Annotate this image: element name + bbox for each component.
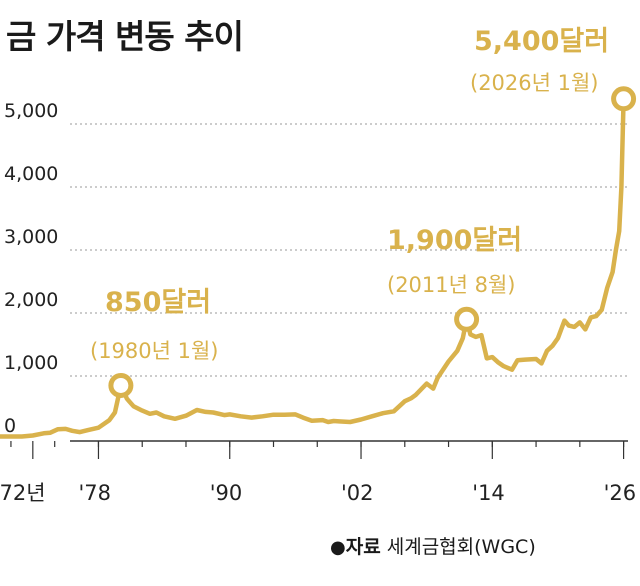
source-name: 세계금협회(WGC) [386, 536, 536, 558]
x-tick-label: 1972년 [0, 481, 46, 505]
chart-title: 금 가격 변동 추이 [6, 17, 244, 56]
y-tick-label: 0 [4, 415, 16, 437]
annotation-marker [611, 86, 637, 112]
annotation-value: 850달러 [105, 287, 211, 318]
x-axis [10, 440, 628, 459]
annotation-date: (2026년 1월) [470, 71, 599, 95]
annotations: 850달러 (1980년 1월) 1,900달러 (2011년 8월) 5,400달러 (… [90, 26, 637, 398]
x-tick-label: '26 [604, 481, 637, 505]
annotation-date: (2011년 8월) [387, 273, 516, 297]
x-tick-labels: 1972년 '78 '90 '02 '14 '26 [0, 481, 636, 505]
grid-lines [70, 123, 628, 377]
x-tick-label: '90 [210, 481, 243, 505]
annotation-marker [454, 306, 480, 332]
annotation-value: 1,900달러 [387, 225, 522, 256]
source-credit: ●자료 세계금협회(WGC) [330, 532, 536, 559]
y-tick-label: 5,000 [4, 100, 58, 122]
x-tick-label: '02 [341, 481, 374, 505]
y-tick-label: 3,000 [4, 226, 58, 248]
annotation-value: 5,400달러 [474, 26, 609, 57]
y-tick-label: 4,000 [4, 163, 58, 185]
source-bullet: ● [330, 537, 346, 558]
price-line-series [0, 96, 626, 439]
annotation-marker [108, 372, 134, 398]
source-label: 자료 [345, 536, 381, 558]
series-line [0, 96, 626, 439]
x-tick-label: '14 [472, 481, 505, 505]
y-tick-label: 2,000 [4, 289, 58, 311]
annotation-date: (1980년 1월) [90, 339, 219, 363]
x-tick-label: '78 [78, 481, 111, 505]
y-tick-labels: 0 1,000 2,000 3,000 4,000 5,000 [4, 100, 58, 437]
y-tick-label: 1,000 [4, 352, 58, 374]
